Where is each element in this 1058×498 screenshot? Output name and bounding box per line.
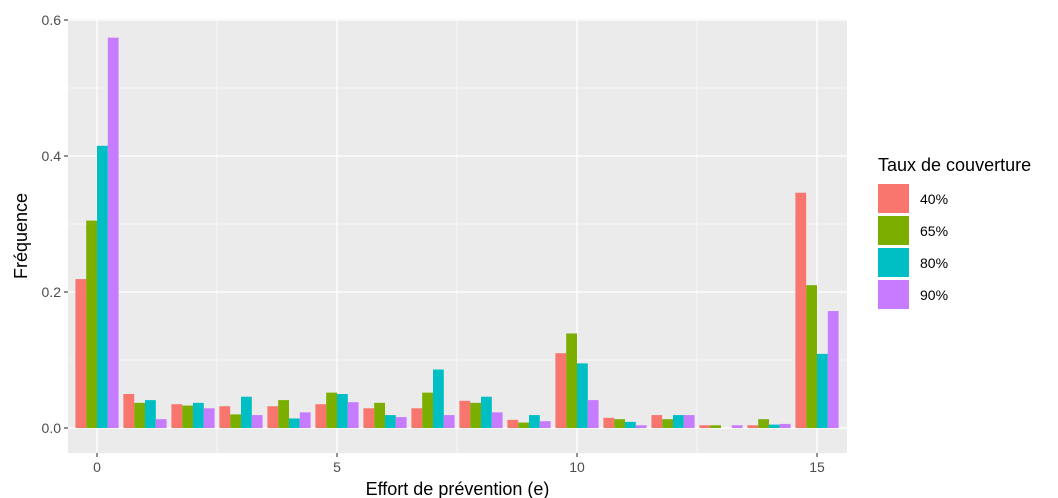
bar (252, 415, 263, 428)
legend-label: 40% (920, 191, 948, 207)
bar (518, 423, 529, 428)
bar (699, 425, 710, 428)
bar (204, 408, 215, 428)
bar (374, 403, 385, 428)
bar (529, 415, 540, 428)
bar (385, 415, 396, 428)
bar (540, 421, 551, 428)
bar (134, 403, 145, 428)
legend-title: Taux de couverture (878, 155, 1031, 175)
bar (662, 419, 673, 428)
bar (278, 400, 289, 428)
legend-key (878, 280, 909, 309)
bar (422, 393, 433, 428)
x-axis-title: Effort de prévention (e) (366, 479, 550, 498)
bar (828, 311, 839, 428)
bar (97, 146, 108, 428)
bar (806, 285, 817, 428)
bar (289, 418, 300, 428)
bar (145, 400, 156, 428)
y-axis: 0.0 0.2 0.4 0.6 (42, 12, 68, 436)
x-tick-label: 15 (809, 459, 825, 475)
legend: Taux de couverture 40% 65% 80% 90% (878, 155, 1031, 309)
legend-key (878, 216, 909, 245)
bar (123, 394, 134, 428)
legend-key (878, 184, 909, 213)
x-axis: 0 5 10 15 (93, 453, 825, 475)
bar (459, 401, 470, 428)
bar (710, 425, 721, 428)
bar (193, 403, 204, 428)
bar (769, 425, 780, 428)
bar (684, 415, 695, 428)
bar (86, 221, 97, 428)
bar (219, 406, 230, 428)
bar (747, 425, 758, 428)
bar (182, 406, 193, 428)
bar (337, 394, 348, 428)
bar (636, 425, 647, 428)
legend-label: 65% (920, 223, 948, 239)
bar (470, 403, 481, 428)
bar (75, 279, 86, 428)
bar (326, 393, 337, 428)
bar (625, 422, 636, 428)
bar (363, 408, 374, 428)
bar (758, 419, 769, 428)
bar (230, 414, 241, 428)
bar (795, 193, 806, 428)
bar (603, 418, 614, 428)
bar (614, 419, 625, 428)
bar (156, 419, 167, 428)
bar (732, 425, 743, 428)
bar (817, 354, 828, 428)
bar (588, 400, 599, 428)
y-tick-label: 0.4 (42, 148, 62, 164)
bar (507, 420, 518, 428)
bar (651, 415, 662, 428)
bar (396, 417, 407, 428)
bar (171, 404, 182, 428)
legend-label: 80% (920, 255, 948, 271)
x-tick-label: 0 (93, 459, 101, 475)
x-tick-label: 10 (569, 459, 585, 475)
bar (315, 404, 326, 428)
bar (577, 363, 588, 428)
y-tick-label: 0.0 (42, 420, 62, 436)
bar (241, 397, 252, 428)
bar (300, 412, 311, 428)
bar (481, 397, 492, 428)
bar (108, 38, 119, 428)
bar (433, 370, 444, 428)
bar (348, 402, 359, 428)
x-tick-label: 5 (333, 459, 341, 475)
y-tick-label: 0.6 (42, 12, 62, 28)
bar (555, 353, 566, 428)
bar (780, 424, 791, 428)
y-tick-label: 0.2 (42, 284, 62, 300)
y-axis-title: Fréquence (11, 193, 31, 279)
bar (566, 333, 577, 428)
legend-label: 90% (920, 287, 948, 303)
bar (267, 406, 278, 428)
legend-key (878, 248, 909, 277)
plot-panel (68, 19, 847, 453)
bar (411, 408, 422, 428)
bar (444, 415, 455, 428)
bar (673, 415, 684, 428)
bar (492, 412, 503, 428)
